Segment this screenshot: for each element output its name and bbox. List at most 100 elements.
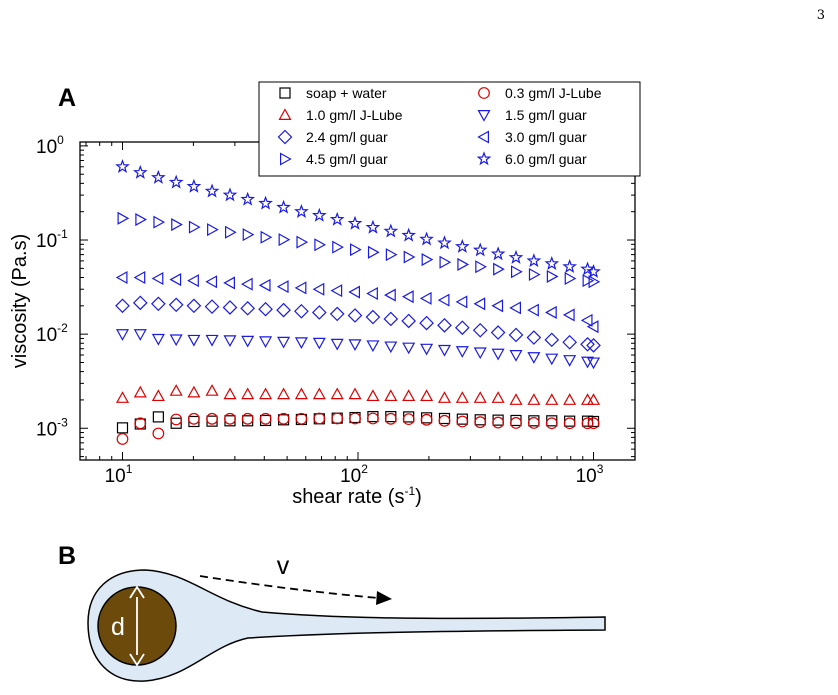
data-point bbox=[187, 274, 199, 288]
velocity-arrow-shaft bbox=[199, 575, 379, 599]
data-point bbox=[278, 233, 291, 247]
legend-label: 4.5 gm/l guar bbox=[306, 151, 388, 167]
data-point bbox=[224, 412, 236, 425]
data-point bbox=[473, 347, 487, 360]
data-point bbox=[472, 242, 488, 257]
data-point bbox=[454, 320, 470, 336]
data-point bbox=[457, 257, 470, 271]
data-point bbox=[544, 255, 560, 270]
data-point bbox=[385, 248, 398, 262]
data-point bbox=[276, 199, 291, 214]
data-point bbox=[242, 228, 255, 242]
y-tick-label: 100 bbox=[36, 133, 64, 158]
data-point bbox=[332, 240, 344, 254]
data-point bbox=[311, 207, 327, 222]
data-point bbox=[366, 340, 380, 353]
data-point bbox=[474, 416, 487, 429]
series-2-4-gm-l-guar bbox=[115, 295, 601, 353]
data-point bbox=[311, 305, 327, 320]
legend: soap + water 0.3 gm/l J-Lube 1.0 gm/l J-Lu… bbox=[258, 81, 641, 177]
data-point bbox=[510, 414, 522, 427]
legend-marker bbox=[280, 152, 292, 166]
data-point bbox=[419, 291, 432, 305]
data-point bbox=[204, 183, 220, 198]
data-point bbox=[277, 336, 291, 349]
data-point bbox=[188, 415, 200, 428]
data-point bbox=[455, 346, 469, 358]
data-point bbox=[564, 271, 577, 286]
data-point bbox=[116, 433, 129, 445]
data-point bbox=[240, 191, 256, 206]
data-point bbox=[186, 178, 202, 193]
data-point bbox=[588, 275, 601, 289]
data-point bbox=[314, 238, 327, 252]
data-point bbox=[563, 393, 577, 405]
data-point bbox=[117, 211, 130, 225]
data-point bbox=[151, 271, 164, 286]
data-point bbox=[367, 245, 380, 259]
panel-a-label: A bbox=[58, 84, 76, 112]
data-point bbox=[527, 393, 541, 405]
data-point bbox=[222, 187, 238, 202]
legend-label: 0.3 gm/l J-Lube bbox=[505, 85, 602, 101]
legend-label: soap + water bbox=[306, 85, 387, 101]
x-axis-title: shear rate (s-1) bbox=[292, 484, 422, 508]
data-point bbox=[528, 267, 541, 282]
legend-marker bbox=[477, 110, 491, 122]
data-point bbox=[473, 297, 486, 311]
legend-label: 3.0 gm/l guar bbox=[505, 129, 587, 145]
data-point bbox=[491, 299, 504, 313]
liquid-drop bbox=[87, 569, 606, 682]
data-point bbox=[587, 357, 601, 370]
data-point bbox=[294, 387, 308, 400]
data-point bbox=[115, 270, 128, 284]
data-point bbox=[312, 282, 325, 296]
data-point bbox=[491, 348, 505, 361]
data-point bbox=[188, 412, 200, 425]
panel-b-label: B bbox=[58, 542, 76, 570]
data-point bbox=[587, 417, 600, 430]
data-point bbox=[224, 225, 237, 239]
velocity-arrow-head bbox=[376, 591, 392, 605]
data-point bbox=[276, 280, 289, 294]
data-point bbox=[330, 387, 344, 400]
legend-label: 6.0 gm/l guar bbox=[505, 151, 587, 167]
data-point bbox=[562, 308, 575, 322]
data-point bbox=[546, 269, 559, 283]
data-point bbox=[170, 413, 183, 426]
data-point bbox=[437, 293, 450, 307]
data-point bbox=[438, 414, 451, 427]
data-point bbox=[437, 344, 452, 357]
diameter-label: d bbox=[111, 613, 125, 641]
data-point bbox=[240, 300, 256, 316]
data-point bbox=[187, 334, 201, 347]
data-point bbox=[509, 350, 523, 362]
data-point bbox=[508, 327, 524, 343]
series-3-0-gm-l-guar bbox=[115, 270, 599, 334]
data-point bbox=[151, 333, 165, 346]
data-point bbox=[241, 335, 255, 348]
data-point bbox=[204, 299, 220, 314]
x-tick-labels: 101 102 103 bbox=[105, 462, 604, 487]
data-point bbox=[545, 393, 559, 405]
data-point bbox=[383, 223, 399, 238]
data-point bbox=[527, 417, 540, 429]
data-point bbox=[527, 352, 541, 364]
y-tick-label: 10-1 bbox=[36, 227, 68, 252]
data-point bbox=[586, 264, 601, 279]
legend-marker bbox=[478, 87, 490, 99]
data-point bbox=[562, 259, 578, 273]
data-point bbox=[169, 384, 183, 396]
series-6-0-gm-l-guar bbox=[115, 159, 601, 279]
velocity-label: v bbox=[277, 552, 290, 580]
data-point bbox=[169, 334, 183, 347]
data-point bbox=[490, 325, 506, 340]
viscosity-chart: 101 102 103 100 10-1 10-2 10-3 shear rate (s-… bbox=[9, 81, 641, 508]
legend-label: 1.5 gm/l guar bbox=[505, 107, 587, 123]
data-point bbox=[312, 337, 326, 350]
data-point bbox=[420, 389, 434, 402]
data-point bbox=[223, 276, 235, 290]
data-point bbox=[490, 246, 506, 261]
data-point bbox=[491, 391, 505, 403]
